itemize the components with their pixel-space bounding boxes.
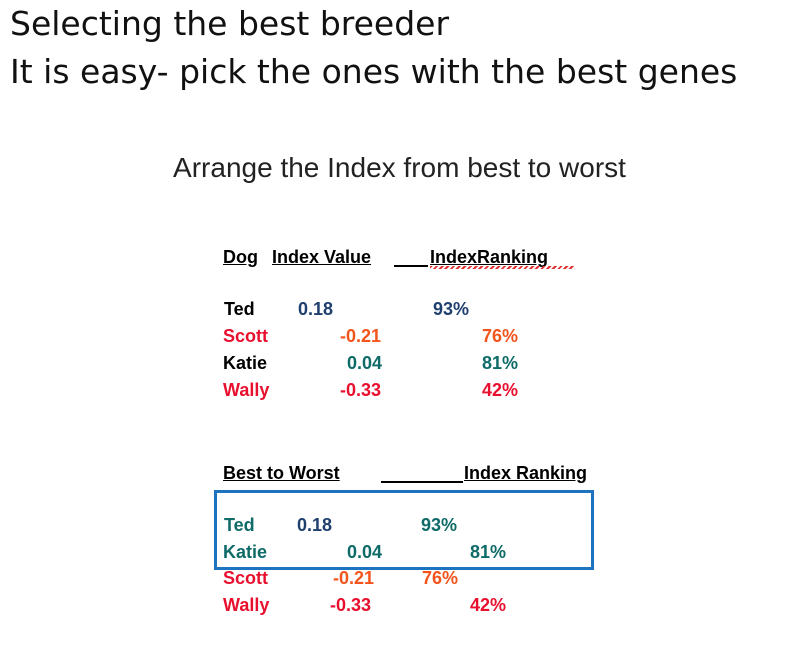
table2-row-3-ranking: 76%	[422, 568, 459, 588]
table2-row-4-value: -0.33	[330, 595, 372, 615]
table2-header-best-to-worst: Best to Worst	[223, 463, 340, 483]
table1-header-dog: Dog	[223, 247, 258, 267]
table1-row-2-ranking: 76%	[482, 326, 519, 346]
table1-row-4-ranking: 42%	[482, 380, 519, 400]
table2-header-underline	[381, 481, 463, 483]
table1-row-4-dog: Wally	[223, 380, 270, 400]
table1-header-underline	[394, 265, 428, 267]
slide-title-line-1: Selecting the best breeder	[10, 4, 450, 43]
table1-header-index-ranking: IndexRanking	[430, 247, 549, 267]
table1-row-1-ranking: 93%	[433, 299, 470, 319]
table2-row-1-value: 0.18	[297, 515, 333, 535]
table2-row-3-value: -0.21	[333, 568, 375, 588]
table2-row-3-dog: Scott	[223, 568, 268, 588]
table1-row-3-value: 0.04	[347, 353, 383, 373]
table2-header-index-ranking: Index Ranking	[464, 463, 588, 483]
table1-row-1-dog: Ted	[224, 299, 255, 319]
table2-row-2-ranking: 81%	[470, 542, 507, 562]
table2-row-1-dog: Ted	[224, 515, 255, 535]
table1-row-3-dog: Katie	[223, 353, 268, 373]
table1-row-1-value: 0.18	[298, 299, 334, 319]
table1-row-4-value: -0.33	[340, 380, 382, 400]
table1-row-2-value: -0.21	[340, 326, 382, 346]
table1-header-index-value: Index Value	[272, 247, 372, 267]
table1-row-3-ranking: 81%	[482, 353, 519, 373]
table1-row-2-dog: Scott	[223, 326, 268, 346]
spellcheck-squiggle	[430, 266, 575, 269]
table2-row-4-dog: Wally	[223, 595, 270, 615]
table2-row-1-ranking: 93%	[421, 515, 458, 535]
top-two-highlight-box	[214, 490, 594, 570]
instruction-text: Arrange the Index from best to worst	[173, 152, 626, 183]
table2-row-2-value: 0.04	[347, 542, 383, 562]
slide-title-line-2: It is easy- pick the ones with the best …	[10, 52, 738, 91]
table2-row-2-dog: Katie	[223, 542, 268, 562]
table2-row-4-ranking: 42%	[470, 595, 507, 615]
